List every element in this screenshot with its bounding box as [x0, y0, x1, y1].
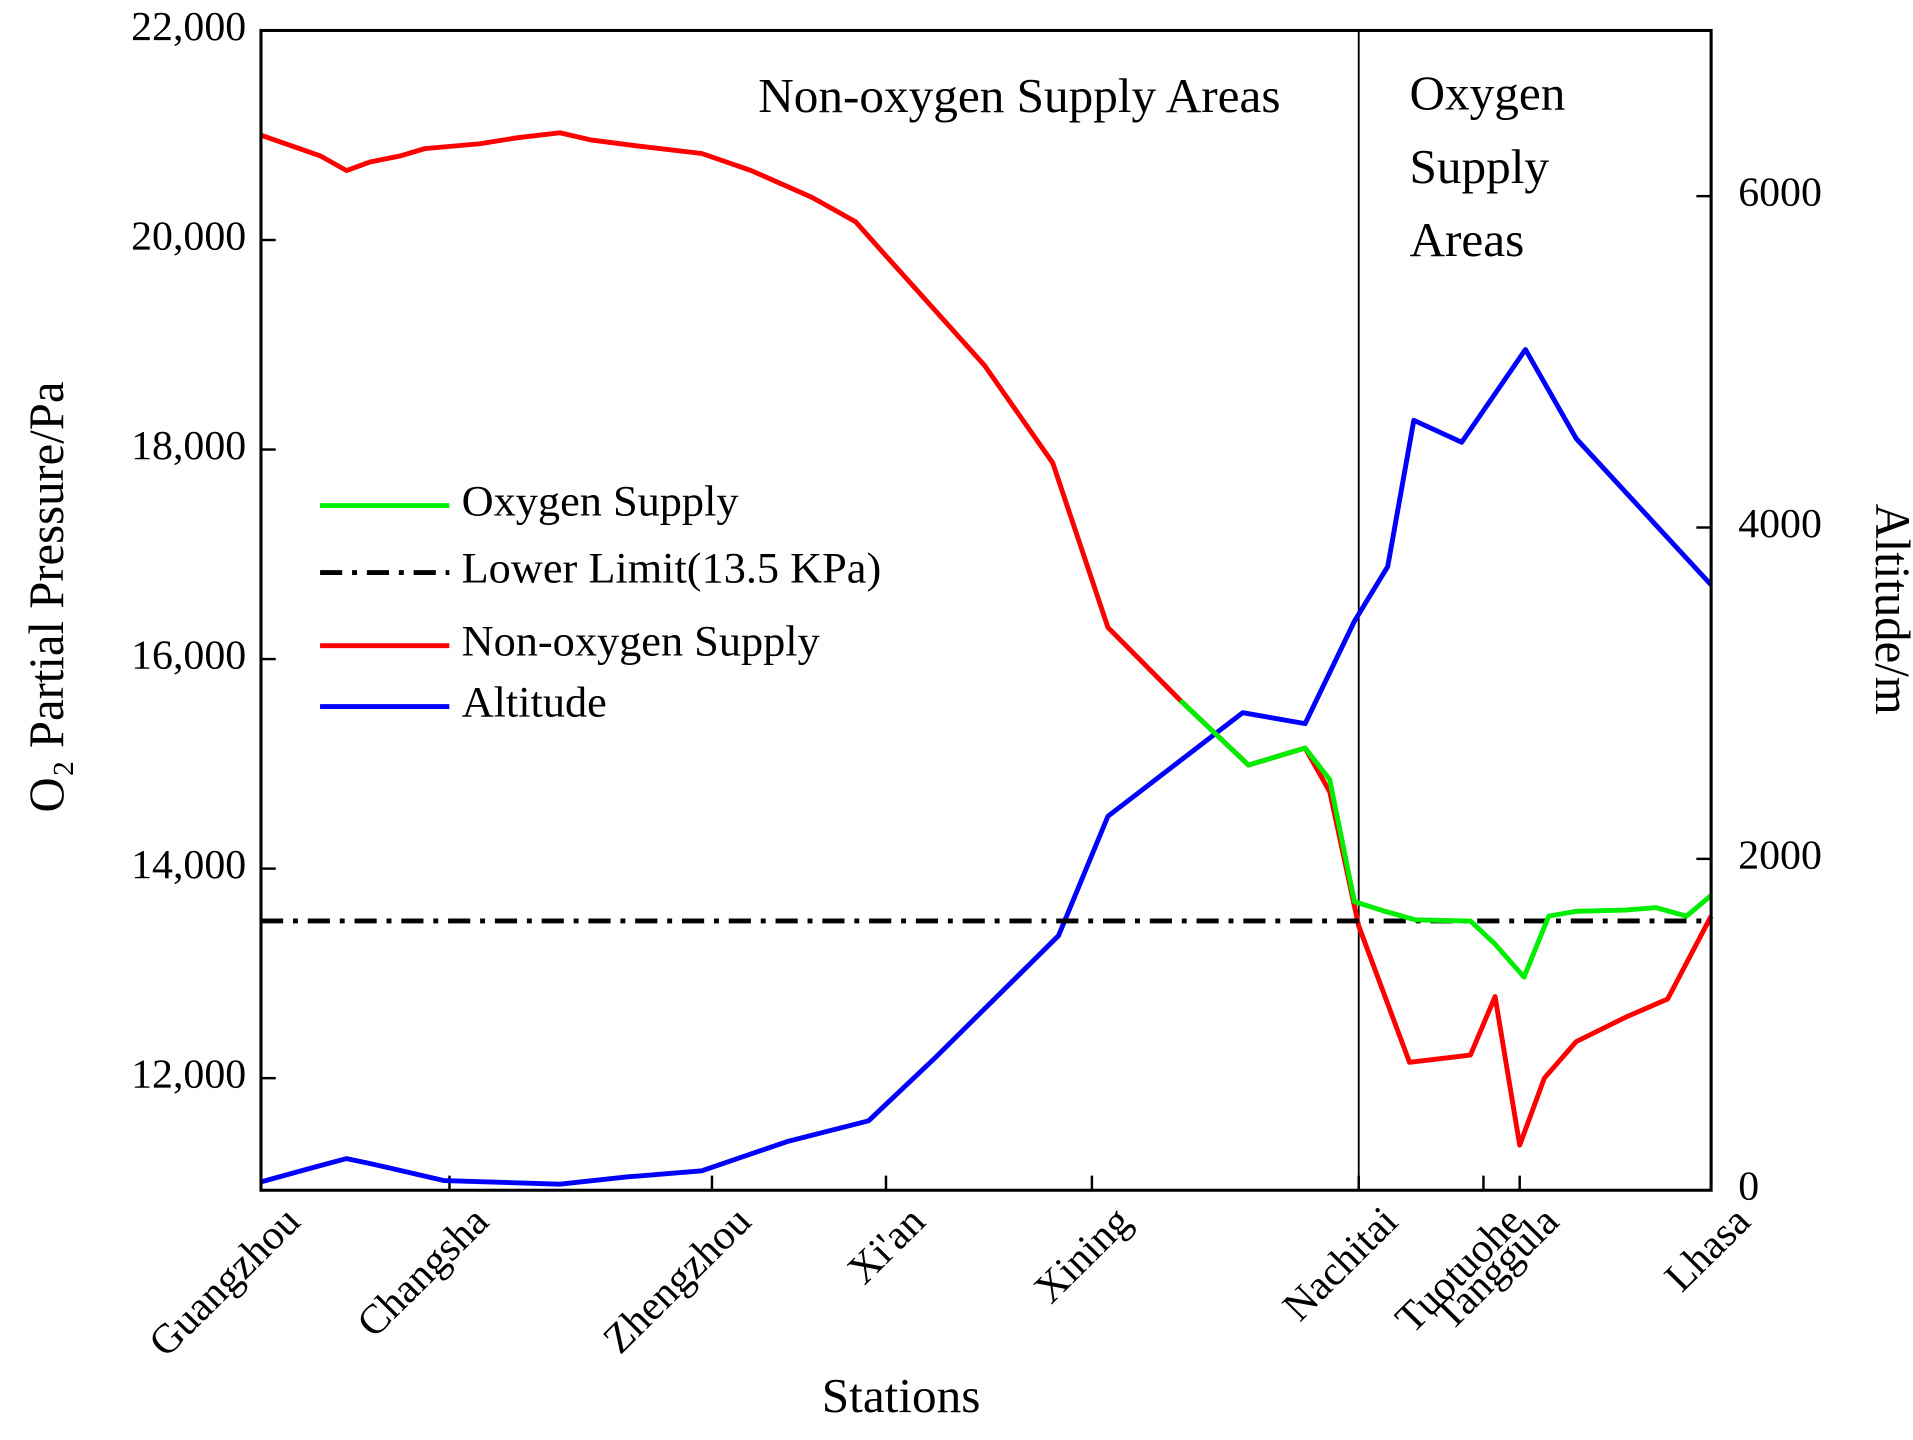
- annotation: Supply: [1409, 139, 1549, 194]
- y-tick-label: 22,000: [131, 4, 246, 50]
- x-tick-label: Changsha: [348, 1198, 497, 1346]
- annotation: Oxygen: [1409, 66, 1565, 121]
- y-tick-label: 14,000: [131, 842, 246, 888]
- series-line: [260, 130, 1714, 1148]
- annotation: Non-oxygen Supply Areas: [758, 68, 1280, 123]
- series-line: [260, 347, 1713, 1187]
- y-tick-label: 12,000: [131, 1052, 246, 1098]
- y2-tick-label: 6000: [1738, 170, 1822, 216]
- x-tick-label: Xining: [1025, 1198, 1140, 1312]
- y-tick-label: 16,000: [131, 633, 246, 679]
- x-tick-label: Lhasa: [1656, 1198, 1759, 1300]
- x-tick-label: Guangzhou: [140, 1198, 309, 1365]
- y-tick-label: 18,000: [131, 423, 246, 469]
- legend-label: Non-oxygen Supply: [462, 617, 820, 666]
- x-tick-label: Xi'an: [839, 1198, 935, 1293]
- y2-tick-label: 2000: [1738, 833, 1822, 879]
- x-axis-label: Stations: [822, 1368, 981, 1423]
- legend-label: Lower Limit(13.5 KPa): [462, 544, 882, 593]
- y2-axis-label: Altitude/m: [1865, 504, 1913, 715]
- legend-label: Altitude: [462, 678, 607, 727]
- plot-frame: [259, 28, 1713, 1192]
- y-axis-label: O₂ Partial Pressure/Pa: [19, 381, 74, 812]
- legend-label: Oxygen Supply: [462, 477, 739, 526]
- y-tick-label: 20,000: [131, 214, 246, 260]
- y2-tick-label: 0: [1738, 1164, 1759, 1210]
- x-tick-label: Zhengzhou: [595, 1198, 761, 1362]
- y2-tick-label: 4000: [1738, 501, 1822, 547]
- series-line: [1178, 698, 1713, 980]
- annotation: Areas: [1409, 212, 1524, 267]
